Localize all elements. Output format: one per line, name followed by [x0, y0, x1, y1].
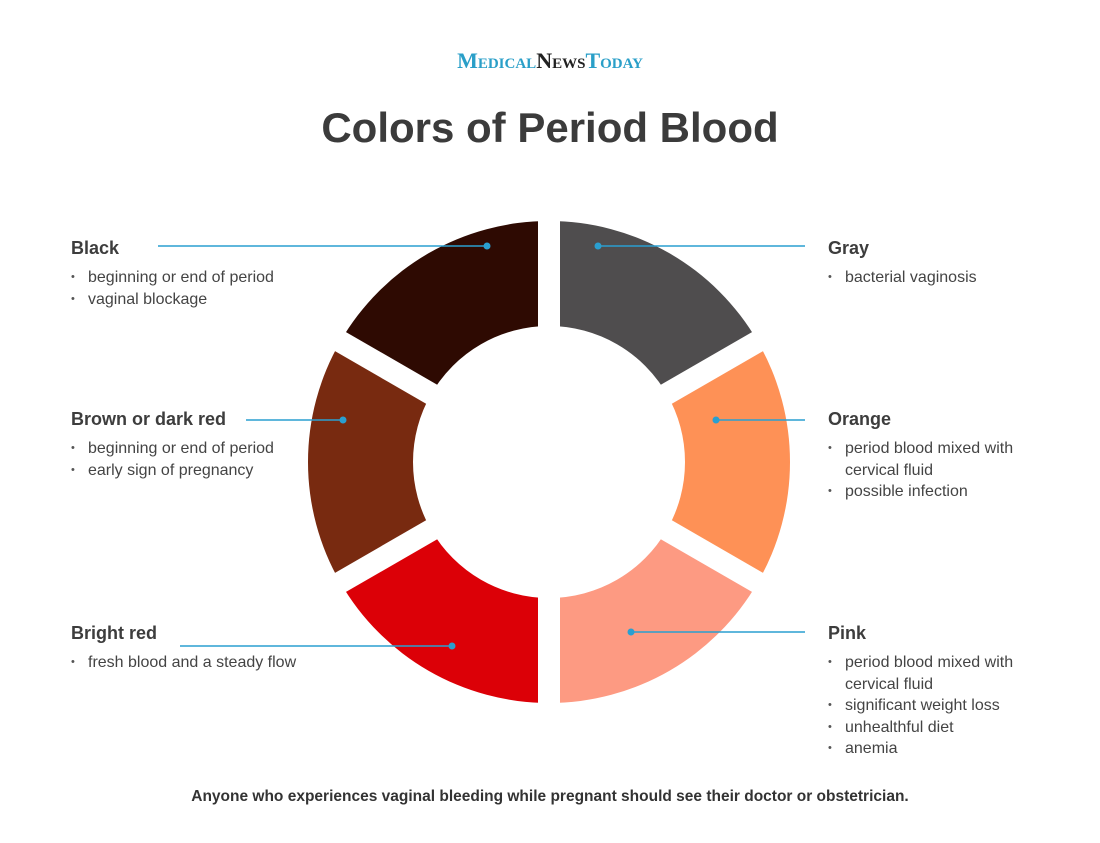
- footer-note: Anyone who experiences vaginal bleeding …: [191, 788, 909, 805]
- logo: MedicalNewsToday: [0, 48, 1100, 74]
- list-item: significant weight loss: [828, 695, 1048, 717]
- label-title: Black: [71, 238, 120, 258]
- list-item: vaginal blockage: [71, 289, 274, 311]
- segment-gap: [326, 326, 555, 472]
- list-item: anemia: [828, 738, 1048, 760]
- list-item: beginning or end of period: [71, 267, 274, 289]
- list-item: early sign of pregnancy: [71, 460, 274, 482]
- label-title: Brown or dark red: [71, 409, 227, 429]
- label-brown: Brown or dark red beginning or end of pe…: [71, 409, 274, 481]
- list-item: bacterial vaginosis: [828, 267, 977, 289]
- list-item: period blood mixed with cervical fluid: [828, 652, 1048, 695]
- label-title: Gray: [828, 238, 870, 258]
- list-item: fresh blood and a steady flow: [71, 652, 296, 674]
- label-bright-red: Bright red fresh blood and a steady flow: [71, 623, 296, 674]
- logo-news: News: [536, 48, 586, 73]
- list-item: period blood mixed with cervical fluid: [828, 438, 1048, 481]
- label-title: Pink: [828, 623, 867, 643]
- segment-gray: [549, 221, 758, 394]
- leader-dot: [712, 416, 720, 424]
- list-item: possible infection: [828, 481, 1048, 503]
- segment-black: [340, 221, 549, 394]
- label-orange: Orange period blood mixed with cervical …: [828, 409, 1048, 503]
- label-black: Black beginning or end of periodvaginal …: [71, 238, 274, 310]
- logo-medical: Medical: [457, 48, 537, 73]
- segment-orange: [666, 341, 790, 583]
- list-item: unhealthful diet: [828, 717, 1048, 739]
- label-pink: Pink period blood mixed with cervical fl…: [828, 623, 1048, 760]
- label-title: Bright red: [71, 623, 158, 643]
- segment-pink: [549, 530, 758, 703]
- label-gray: Gray bacterial vaginosis: [828, 238, 977, 289]
- leader-dot: [594, 242, 602, 250]
- segment-bright-red: [340, 530, 549, 703]
- segment-gap: [543, 326, 772, 472]
- leader-dot: [627, 628, 635, 636]
- leader-dot: [339, 416, 347, 424]
- leader-dot: [483, 242, 491, 250]
- list-item: beginning or end of period: [71, 438, 274, 460]
- label-title: Orange: [828, 409, 892, 429]
- segment-gap: [326, 452, 555, 598]
- segment-gap: [543, 452, 772, 598]
- page-title: Colors of Period Blood: [321, 104, 779, 151]
- leader-dot: [448, 642, 456, 650]
- logo-today: Today: [585, 48, 643, 73]
- segment-brown-or-dark-red: [308, 341, 432, 583]
